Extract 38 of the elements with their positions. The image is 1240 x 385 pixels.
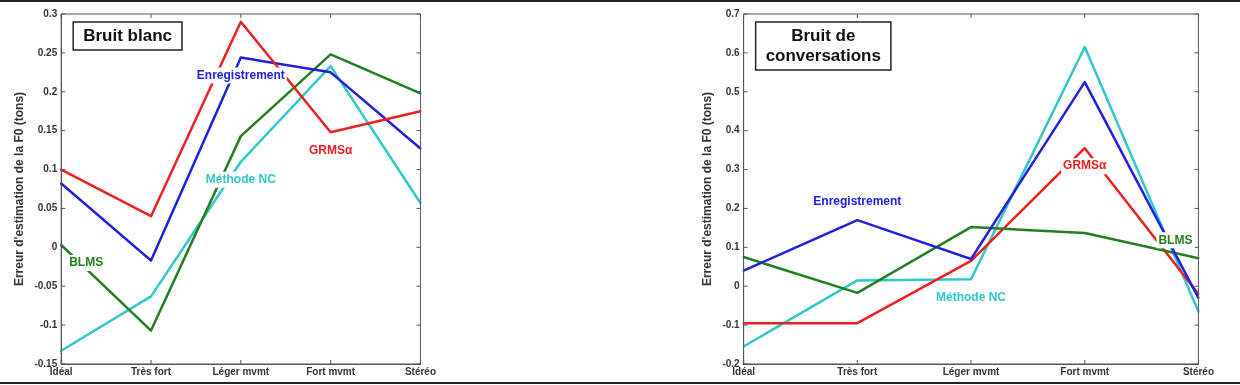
y-tick-label: -0.05 (34, 279, 58, 291)
text: Bruit de conversations (765, 25, 881, 65)
series-label: Méthode NC (205, 172, 277, 187)
x-tick-label: Très fort (837, 365, 879, 377)
y-tick-label: 0.05 (37, 202, 58, 214)
y-tick-label: 0 (734, 279, 741, 291)
x-tick-label: Très fort (131, 365, 172, 377)
y-tick-label: 0.2 (43, 85, 58, 97)
series-label: Méthode NC (936, 289, 1007, 304)
y-tick-label: 0.25 (37, 46, 58, 58)
y-tick-label: 0.15 (37, 124, 58, 136)
y-tick-label: 0.3 (725, 163, 741, 175)
series-label: Enregistrement (813, 194, 902, 209)
x-tick-label: Léger mvmt (942, 365, 1001, 377)
x-tick-label: Stéréo (404, 365, 436, 377)
x-tick-label: Fort mvmt (1060, 365, 1110, 377)
y-tick-label: 0.4 (725, 124, 741, 136)
y-tick-label: 0.1 (725, 241, 741, 253)
x-tick-label: Stéréo (1182, 365, 1214, 377)
x-tick-label: Fort mvmt (306, 365, 356, 377)
y-tick-label: -0.1 (722, 318, 741, 330)
y-tick-label: 0.3 (43, 7, 58, 19)
series-label: Enregistrement (196, 67, 285, 82)
y-tick-label: 0.6 (725, 46, 741, 58)
text: Bruit blanc (83, 25, 172, 45)
series-label: GRMSα (308, 142, 353, 157)
y-tick-label: 0.2 (725, 202, 741, 214)
series-label: BLMS (1158, 232, 1193, 247)
y-tick-label: 0.7 (725, 7, 741, 19)
y-axis-title: Erreur d'estimation de la F0 (tons) (11, 91, 26, 287)
series-label: GRMSα (1063, 158, 1108, 173)
y-tick-label: 0.5 (725, 85, 741, 97)
y-tick-label: 0.1 (43, 163, 58, 175)
y-tick-label: 0 (51, 241, 58, 253)
y-axis-title: Erreur d'estimation de la F0 (tons) (699, 91, 714, 287)
y-tick-label: -0.1 (39, 318, 58, 330)
x-tick-label: Léger mvmt (212, 365, 270, 377)
series-label: BLMS (69, 255, 104, 270)
